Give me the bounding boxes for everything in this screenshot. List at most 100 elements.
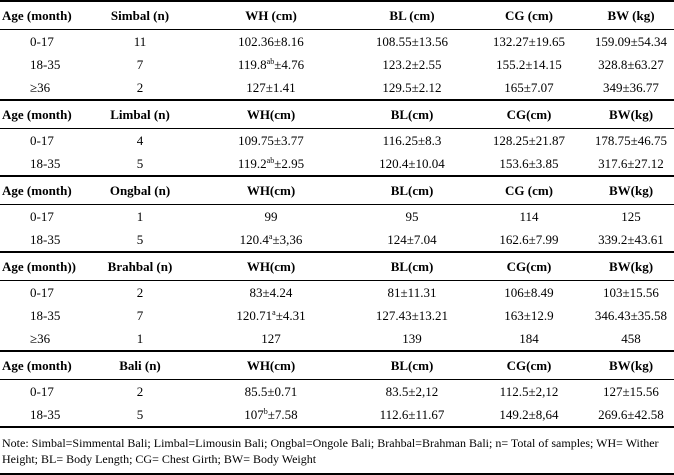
header-row: Age (month)) Brahbal (n) WH(cm) BL(cm) CG(cm…: [0, 253, 674, 281]
cell-text: 114: [519, 209, 539, 224]
column-header: CG(cm): [506, 358, 552, 373]
column-header: BL(cm): [390, 259, 434, 274]
bw-cell: 328.8±63.27: [588, 53, 674, 76]
column-header: WH (cm): [245, 8, 297, 23]
n-cell: 5: [92, 403, 188, 426]
table-row: 0-17 2 83±4.24 81±11.31 106±8.49 103±15.56: [0, 281, 674, 304]
cell-text: 165±7.07: [504, 80, 554, 95]
cell-text: ≥36: [30, 80, 51, 95]
column-header: BL (cm): [389, 8, 435, 23]
table-note: Note: Simbal=Simmental Bali; Limbal=Limo…: [0, 426, 674, 475]
cell-text: 128.25±21.87: [492, 133, 566, 148]
cell-text: 127: [261, 331, 281, 346]
table-section: Age (month) Limbal (n) WH(cm) BL(cm) CG(cm) B…: [0, 99, 674, 175]
cell-text: 2: [136, 384, 144, 399]
column-header: CG(cm): [506, 107, 552, 122]
table-section: Age (month) Ongbal (n) WH(cm) BL(cm) CG (cm)…: [0, 175, 674, 251]
cell-text: 127.43±13.21: [375, 308, 449, 323]
cg-cell: 163±12.9: [470, 304, 588, 327]
n-cell: 7: [92, 304, 188, 327]
column-header: WH(cm): [246, 107, 296, 122]
cell-text: 127±15.56: [603, 384, 659, 399]
cell-text: 132.27±19.65: [492, 34, 566, 49]
column-header: BL(cm): [390, 183, 434, 198]
bw-cell: 178.75±46.75: [588, 129, 674, 152]
cell-text: 0-17: [30, 384, 54, 399]
cell-text: 2: [136, 80, 144, 95]
wh-cell: 119.2ab±2.95: [188, 152, 354, 175]
column-header: Age (month): [2, 183, 72, 198]
bl-cell: 81±11.31: [354, 281, 470, 304]
age-cell: 18-35: [0, 228, 92, 251]
cell-text: 95: [405, 209, 419, 224]
wh-cell: 107b±7.58: [188, 403, 354, 426]
cell-text: 458: [621, 331, 641, 346]
cell-text: 120.71: [236, 308, 273, 323]
column-header: CG (cm): [504, 183, 553, 198]
age-cell: 0-17: [0, 281, 92, 304]
column-header: Age (month): [2, 358, 72, 373]
wh-cell: 127: [188, 327, 354, 350]
cell-text: 4: [136, 133, 144, 148]
column-header: WH(cm): [246, 259, 296, 274]
cell-text: 116.25±8.3: [382, 133, 442, 148]
bl-cell: 116.25±8.3: [354, 129, 470, 152]
cell-text: ±7.58: [267, 407, 298, 422]
cell-text: 0-17: [30, 34, 54, 49]
cell-text: 18-35: [30, 407, 61, 422]
n-cell: 11: [92, 30, 188, 53]
column-header: BL(cm): [390, 107, 434, 122]
bl-cell: 139: [354, 327, 470, 350]
cell-text: 112.6±11.67: [379, 407, 445, 422]
bw-cell: 346.43±35.58: [588, 304, 674, 327]
n-cell: 1: [92, 205, 188, 228]
cell-text: 149.2±8,64: [499, 407, 559, 422]
header-row: Age (month) Limbal (n) WH(cm) BL(cm) CG(cm) B…: [0, 101, 674, 129]
wh-cell: 85.5±0.71: [188, 380, 354, 403]
cell-text: 5: [136, 232, 144, 247]
cg-cell: 165±7.07: [470, 76, 588, 99]
cg-cell: 132.27±19.65: [470, 30, 588, 53]
column-header: WH(cm): [246, 183, 296, 198]
header-row: Age (month) Bali (n) WH(cm) BL(cm) CG(cm) BW(…: [0, 352, 674, 380]
cell-text: 349±36.77: [603, 80, 659, 95]
age-cell: ≥36: [0, 76, 92, 99]
bl-cell: 95: [354, 205, 470, 228]
cell-text: 129.5±2.12: [382, 80, 442, 95]
column-header: CG (cm): [504, 8, 553, 23]
cell-text: 317.6±27.12: [598, 156, 664, 171]
cell-text: 269.6±42.58: [598, 407, 664, 422]
cell-text: 123.2±2.55: [382, 57, 442, 72]
wh-cell: 102.36±8.16: [188, 30, 354, 53]
bl-cell: 108.55±13.56: [354, 30, 470, 53]
superscript-letter: a: [272, 308, 276, 317]
age-cell: 0-17: [0, 129, 92, 152]
column-header: BL(cm): [390, 358, 434, 373]
bw-cell: 159.09±54.34: [588, 30, 674, 53]
superscript-letter: ab: [266, 156, 275, 165]
column-header: BW (kg): [607, 8, 655, 23]
cg-cell: 149.2±8,64: [470, 403, 588, 426]
n-cell: 5: [92, 228, 188, 251]
cg-cell: 162.6±7.99: [470, 228, 588, 251]
bw-cell: 349±36.77: [588, 76, 674, 99]
cell-text: 5: [136, 407, 144, 422]
cell-text: 18-35: [30, 57, 61, 72]
cell-text: 346.43±35.58: [594, 308, 668, 323]
table-section: Age (month) Simbal (n) WH (cm) BL (cm) CG (c…: [0, 0, 674, 99]
cg-cell: 106±8.49: [470, 281, 588, 304]
table-section: Age (month) Bali (n) WH(cm) BL(cm) CG(cm) BW(…: [0, 350, 674, 426]
cell-text: 102.36±8.16: [238, 34, 304, 49]
bw-cell: 127±15.56: [588, 380, 674, 403]
age-cell: 0-17: [0, 30, 92, 53]
wh-cell: 120.4a±3,36: [188, 228, 354, 251]
table-row: 18-35 5 107b±7.58 112.6±11.67 149.2±8,64 269.…: [0, 403, 674, 426]
table-row: ≥36 1 127 139 184 458: [0, 327, 674, 350]
age-cell: 18-35: [0, 304, 92, 327]
table-row: 0-17 4 109.75±3.77 116.25±8.3 128.25±21.87 17…: [0, 129, 674, 152]
column-header: BW(kg): [608, 358, 654, 373]
bw-cell: 339.2±43.61: [588, 228, 674, 251]
age-cell: 18-35: [0, 152, 92, 175]
wh-cell: 127±1.41: [188, 76, 354, 99]
